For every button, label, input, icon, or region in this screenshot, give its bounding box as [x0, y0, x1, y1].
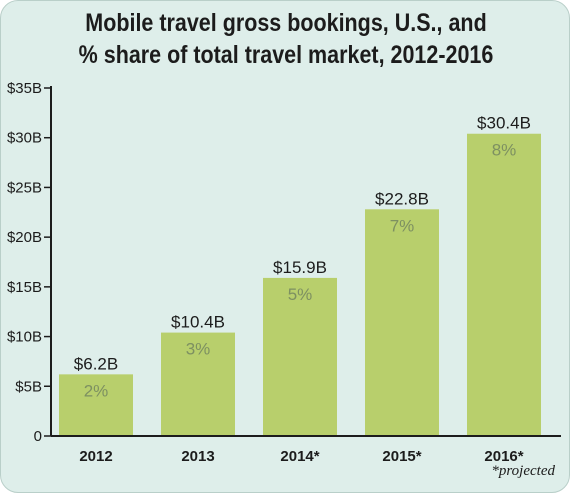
bar-share-label: 3% [186, 340, 211, 359]
bar [161, 332, 235, 436]
x-axis-categories: 2012 2013 2014* 2015* 2016* [79, 448, 523, 465]
x-category-label: 2014* [280, 448, 319, 465]
bar-value-label: $22.8B [375, 189, 429, 208]
bar-labels: $6.2B 2% $10.4B 3% $15.9B 5% $22.8B 7% $30.4B 8% [74, 114, 531, 401]
x-category-label: 2016* [484, 448, 523, 465]
bar-value-label: $30.4B [477, 114, 531, 133]
x-category-label: 2012 [79, 448, 112, 465]
y-tick-label: $25B [7, 179, 42, 196]
chart-title: Mobile travel gross bookings, U.S., and … [41, 7, 531, 71]
x-category-label: 2013 [181, 448, 214, 465]
chart-title-line-1: Mobile travel gross bookings, U.S., and [85, 9, 487, 37]
bar [59, 374, 133, 436]
bar-share-label: 8% [492, 141, 517, 160]
y-tick-label: 0 [34, 428, 42, 445]
y-tick-label: $15B [7, 279, 42, 296]
bar-value-label: $10.4B [171, 313, 225, 332]
bar-share-label: 7% [390, 216, 415, 235]
x-category-label: 2015* [382, 448, 421, 465]
bar [263, 277, 337, 436]
footnote: *projected [491, 463, 555, 479]
bars [59, 133, 541, 437]
y-tick-label: $20B [7, 229, 42, 246]
y-tick-label: $35B [7, 80, 42, 97]
y-tick-label: $10B [7, 329, 42, 346]
bar-share-label: 2% [84, 381, 109, 400]
y-tick-label: $5B [15, 378, 42, 395]
bar-share-label: 5% [288, 285, 313, 304]
bar-value-label: $15.9B [273, 258, 327, 277]
bar-value-label: $6.2B [74, 354, 118, 373]
y-tick-label: $30B [7, 130, 42, 147]
chart-title-line-2: % share of total travel market, 2012-201… [78, 41, 494, 69]
y-axis-ticks: 0 $5B $10B $15B $20B $25B $30B $35B [7, 80, 51, 445]
bar [467, 133, 541, 437]
bar [365, 209, 439, 436]
